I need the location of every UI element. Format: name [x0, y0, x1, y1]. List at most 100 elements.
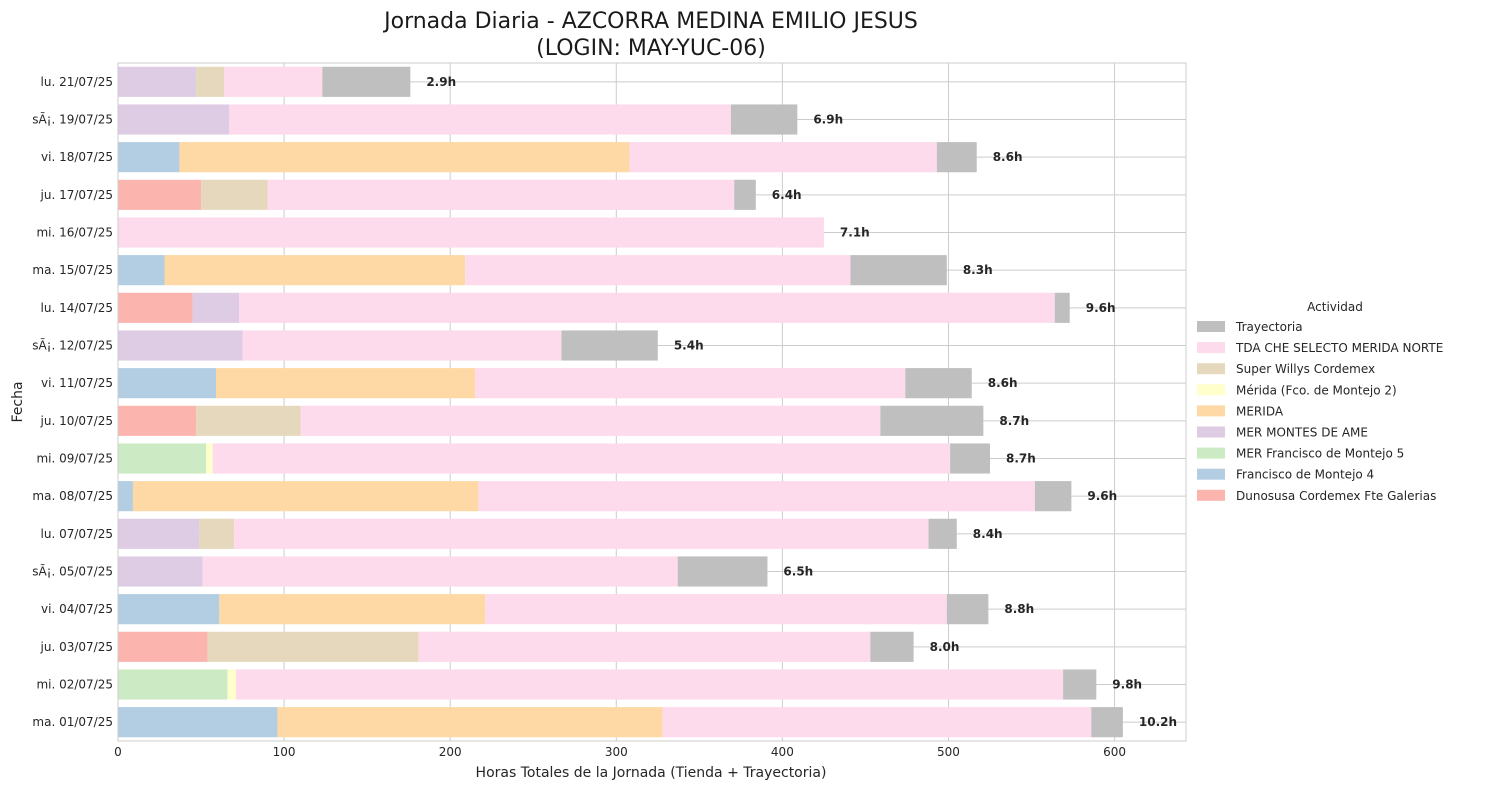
bar-segment: [219, 594, 486, 625]
bar-segment: [465, 255, 851, 286]
bar-segment: [179, 142, 630, 173]
total-label: 8.6h: [988, 376, 1018, 390]
bar-segment: [239, 292, 1055, 323]
y-tick-labels: lu. 21/07/25 sÃ¡. 19/07/25 vi. 18/07/25 ju.…: [32, 75, 113, 729]
bar-segment: [229, 104, 731, 135]
legend-label: Francisco de Montejo 4: [1236, 468, 1374, 482]
y-tick-label: sÃ¡. 19/07/25: [32, 112, 113, 127]
y-axis-label: Fecha: [10, 381, 26, 422]
bar-segment: [662, 707, 1092, 738]
total-label: 8.0h: [930, 640, 960, 654]
bar-segment: [199, 518, 235, 549]
bar-segment: [118, 443, 207, 474]
bar-segment: [118, 66, 197, 97]
bar-segment: [928, 518, 957, 549]
total-label: 8.6h: [993, 150, 1023, 164]
y-tick-label: vi. 18/07/25: [41, 150, 113, 164]
bar-segment: [734, 179, 756, 210]
plot-frame: [117, 62, 1187, 742]
bar-segment: [730, 104, 798, 135]
bar-segment: [212, 443, 951, 474]
bar-segment: [118, 594, 220, 625]
total-label: 5.4h: [674, 339, 704, 353]
bar-segment: [1054, 292, 1070, 323]
total-label: 9.6h: [1087, 489, 1117, 503]
bar-segment: [227, 669, 236, 700]
total-label: 2.9h: [426, 75, 456, 89]
legend-swatch: [1197, 321, 1225, 332]
x-tick-labels: 0 100 200 300 400 500 600: [114, 745, 1126, 759]
total-label: 10.2h: [1139, 715, 1177, 729]
bar-segment: [201, 179, 268, 210]
legend-label: TDA CHE SELECTO MERIDA NORTE: [1235, 341, 1443, 355]
bar-segment: [629, 142, 937, 173]
total-label: 8.7h: [999, 414, 1029, 428]
legend-label: MER MONTES DE AME: [1236, 426, 1368, 440]
total-label: 8.8h: [1004, 602, 1034, 616]
bar-segment: [300, 405, 881, 436]
bar-segment: [196, 405, 301, 436]
bar-segment: [475, 368, 906, 399]
bars-group: [118, 66, 1123, 738]
legend-label: MERIDA: [1236, 404, 1284, 418]
legend-swatch: [1197, 405, 1225, 417]
bar-segment: [561, 330, 658, 361]
x-tick-label: 100: [273, 745, 296, 759]
bar-segment: [267, 179, 735, 210]
y-tick-label: ju. 10/07/25: [40, 414, 113, 428]
total-label: 8.4h: [973, 527, 1003, 541]
bar-segment: [478, 481, 1035, 512]
total-label: 6.5h: [783, 565, 813, 579]
y-tick-label: lu. 21/07/25: [41, 75, 113, 89]
bar-segment: [206, 443, 213, 474]
legend-swatch: [1197, 384, 1225, 396]
bar-segment: [242, 330, 562, 361]
y-tick-label: ju. 03/07/25: [40, 640, 113, 654]
y-tick-label: ju. 17/07/25: [40, 188, 113, 202]
bar-segment: [118, 330, 243, 361]
y-tick-label: ma. 01/07/25: [32, 715, 113, 729]
y-tick-label: sÃ¡. 05/07/25: [32, 564, 113, 579]
bar-segment: [322, 66, 411, 97]
bar-segment: [118, 142, 180, 173]
legend-swatch: [1197, 342, 1225, 354]
bar-segment: [1091, 707, 1123, 738]
bar-segment: [418, 631, 871, 662]
total-label: 8.7h: [1006, 452, 1036, 466]
bar-segment: [132, 481, 479, 512]
legend-swatch: [1197, 447, 1225, 459]
bar-segment: [118, 292, 193, 323]
legend-label: Super Willys Cordemex: [1236, 362, 1375, 376]
bar-segment: [677, 556, 768, 587]
bar-segment: [905, 368, 972, 399]
y-tick-label: vi. 11/07/25: [41, 376, 113, 390]
total-label: 9.8h: [1112, 678, 1142, 692]
chart-title: Jornada Diaria - AZCORRA MEDINA EMILIO J…: [382, 9, 918, 34]
x-tick-label: 500: [937, 745, 960, 759]
y-tick-label: vi. 04/07/25: [41, 602, 113, 616]
total-labels-group: 2.9h 6.9h 8.6h 6.4h 7.1h 8.3h 9.6h 5.4h 8.6h 8.7h…: [426, 75, 1177, 729]
bar-segment: [118, 707, 278, 738]
bar-segment: [224, 66, 323, 97]
legend-label: MER Francisco de Montejo 5: [1236, 447, 1404, 461]
bar-segment: [202, 556, 678, 587]
y-tick-label: sÃ¡. 12/07/25: [32, 338, 113, 353]
legend-label: Trayectoria: [1235, 320, 1303, 334]
bar-segment: [118, 179, 202, 210]
bar-segment: [118, 518, 200, 549]
bar-segment: [192, 292, 240, 323]
bar-segment: [850, 255, 947, 286]
bar-segment: [946, 594, 989, 625]
bar-segment: [118, 104, 230, 135]
legend-swatch: [1197, 363, 1225, 375]
legend-title: Actividad: [1307, 300, 1363, 314]
bar-segment: [118, 255, 165, 286]
bar-segment: [118, 669, 228, 700]
x-axis-label: Horas Totales de la Jornada (Tienda + Tr…: [476, 765, 827, 781]
chart-subtitle: (LOGIN: MAY-YUC-06): [536, 36, 766, 61]
bar-segment: [118, 405, 197, 436]
total-label: 6.9h: [813, 113, 843, 127]
bar-segment: [936, 142, 977, 173]
legend-swatch: [1197, 489, 1225, 501]
total-label: 7.1h: [840, 226, 870, 240]
